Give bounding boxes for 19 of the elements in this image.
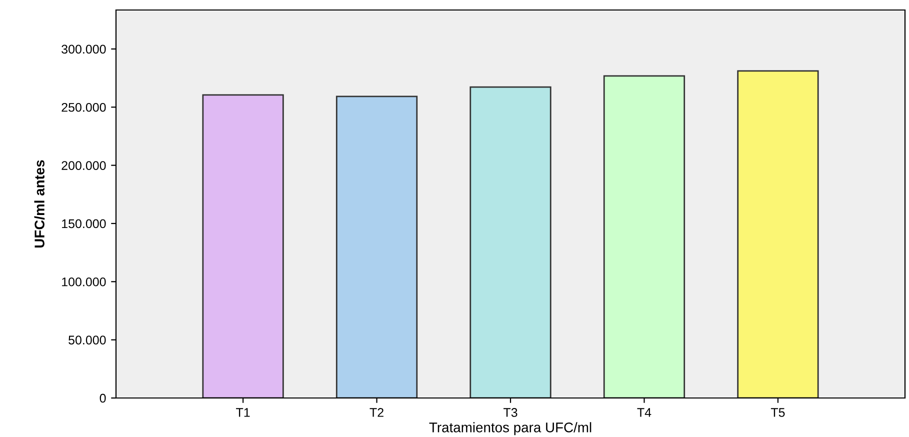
x-axis-title: Tratamientos para UFC/ml xyxy=(429,422,592,436)
y-tick-label: 200.000 xyxy=(62,161,106,170)
bar xyxy=(603,75,686,398)
x-tick-label: T5 xyxy=(770,408,785,417)
bar xyxy=(202,94,284,398)
x-tick-label: T3 xyxy=(503,408,518,417)
y-tick-label: 300.000 xyxy=(62,44,106,54)
y-tick-label: 100.000 xyxy=(62,277,106,286)
y-axis-title: UFC/ml antes xyxy=(34,160,45,248)
bar xyxy=(737,70,819,398)
x-tick-label: T2 xyxy=(370,408,384,417)
x-tick-label: T4 xyxy=(637,408,652,417)
y-tick-label: 50.000 xyxy=(68,336,106,344)
bar xyxy=(470,86,552,398)
bar xyxy=(336,96,418,398)
y-tick-label: 150.000 xyxy=(62,219,106,228)
x-tick-label: T1 xyxy=(236,408,250,417)
y-tick-label: 0 xyxy=(100,394,106,403)
y-tick-label: 250.000 xyxy=(62,102,106,112)
